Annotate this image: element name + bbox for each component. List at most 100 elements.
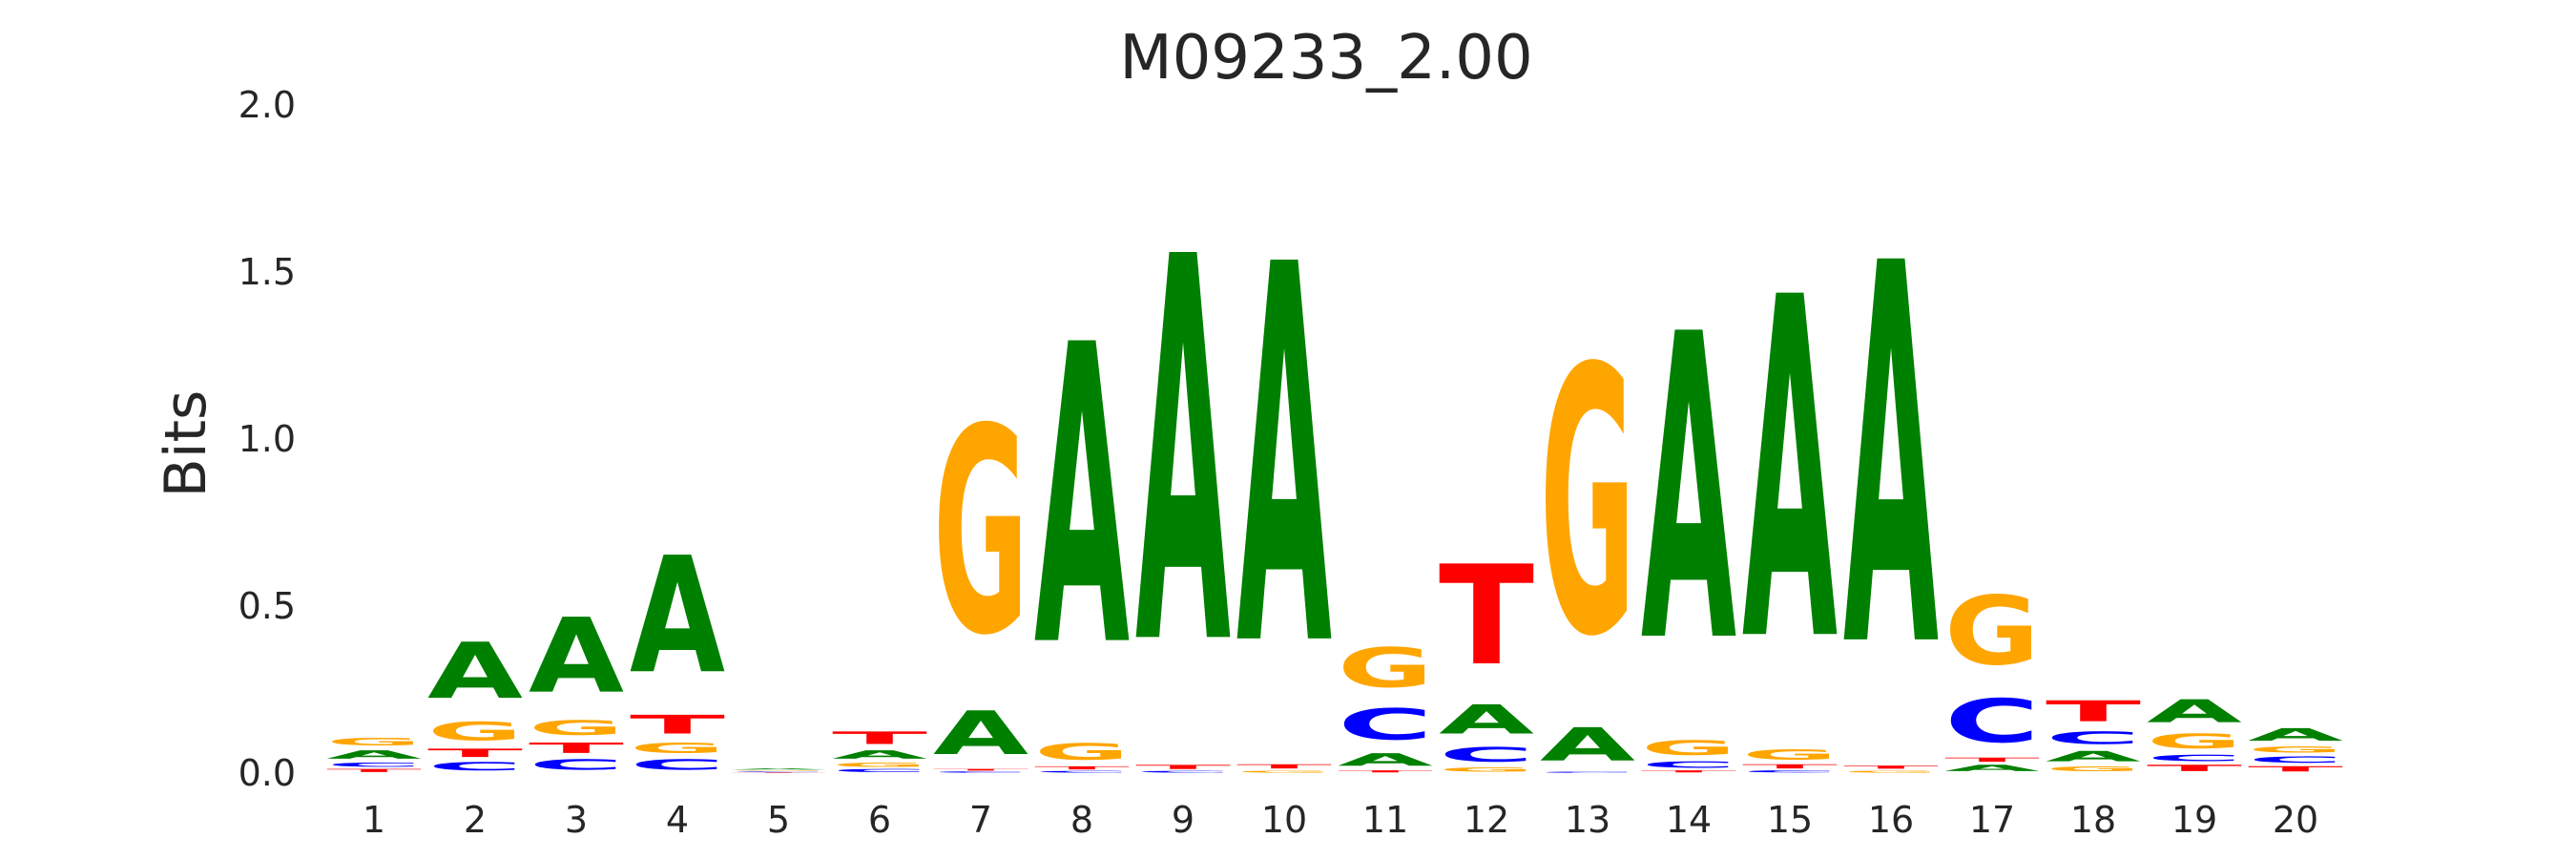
logo-letter-G: G	[1540, 292, 1635, 718]
logo-letter-G: G	[1439, 766, 1534, 773]
y-tick-label: 0.5	[239, 585, 296, 627]
x-tick-label: 16	[1868, 799, 1914, 841]
x-tick-label: 12	[1464, 799, 1509, 841]
logo-letter-C: C	[1742, 770, 1838, 773]
logo-letter-A: A	[1338, 749, 1433, 769]
x-tick-label: 17	[1969, 799, 2015, 841]
x-tick-label: 3	[565, 799, 588, 841]
logo-letter-G: G	[326, 737, 422, 748]
x-tick-label: 19	[2171, 799, 2217, 841]
logo-letter-G: G	[1641, 737, 1736, 760]
logo-letter-A: A	[1135, 147, 1232, 763]
logo-letter-G: G	[933, 369, 1028, 698]
logo-letter-G: G	[2248, 744, 2343, 754]
logo-letter-T: T	[1236, 764, 1332, 770]
logo-letter-A: A	[326, 748, 422, 762]
x-tick-label: 20	[2273, 799, 2318, 841]
logo-letter-T: T	[2046, 695, 2141, 728]
logo-letter-A: A	[1236, 157, 1333, 762]
logo-letter-G: G	[731, 770, 826, 771]
logo-letter-T: T	[326, 768, 422, 773]
logo-letter-T: T	[1135, 764, 1231, 770]
x-tick-label: 8	[1070, 799, 1093, 841]
x-tick-label: 2	[464, 799, 487, 841]
logo-letter-A: A	[1843, 155, 1940, 763]
logo-letter-T: T	[832, 728, 927, 748]
logo-letter-G: G	[427, 717, 523, 746]
x-axis-ticks: 1 2 3 4 5 6 7 8 9 10 11 12 13 14 15 16 17 18 19 20	[363, 799, 2318, 841]
logo-letter-G: G	[529, 717, 624, 740]
logo-letter-A: A	[1439, 697, 1534, 744]
x-tick-label: 4	[666, 799, 689, 841]
logo-letter-C: C	[427, 760, 523, 773]
x-tick-label: 11	[1362, 799, 1408, 841]
logo-letter-G: G	[2046, 765, 2141, 773]
y-tick-label: 1.5	[239, 251, 296, 293]
x-tick-label: 13	[1565, 799, 1610, 841]
y-tick-label: 1.0	[239, 418, 296, 460]
x-tick-label: 1	[363, 799, 385, 841]
logo-letter-A: A	[731, 768, 826, 770]
logo-letter-T: T	[1843, 765, 1939, 769]
logo-letter-T: T	[1034, 765, 1130, 770]
x-tick-label: 5	[767, 799, 790, 841]
y-tick-label: 0.0	[239, 752, 296, 794]
logo-letter-G: G	[630, 740, 725, 756]
logo-letter-C: C	[529, 757, 624, 773]
x-tick-label: 10	[1261, 799, 1307, 841]
logo-letter-C: C	[326, 762, 422, 768]
logo-letter-C: C	[2147, 753, 2242, 764]
logo-letter-A: A	[1742, 199, 1839, 745]
x-tick-label: 14	[1666, 799, 1712, 841]
logo-letter-G: G	[1742, 746, 1838, 763]
logo-letter-T: T	[1944, 757, 2040, 764]
logo-letter-T: T	[1338, 770, 1433, 773]
y-axis-label: Bits	[153, 390, 219, 498]
logo-letter-A: A	[630, 524, 725, 710]
logo-letter-G: G	[1944, 576, 2040, 686]
logo-letter-T: T	[731, 772, 826, 773]
logo-letter-C: C	[933, 771, 1028, 773]
logo-letter-T: T	[427, 746, 523, 760]
logo-letter-T: T	[529, 740, 624, 757]
logo-letter-C: C	[630, 757, 725, 773]
y-tick-label: 2.0	[239, 84, 296, 126]
logo-letter-A: A	[2248, 724, 2343, 744]
logo-letter-C: C	[1641, 760, 1736, 770]
x-tick-label: 6	[868, 799, 891, 841]
logo-letter-C: C	[2248, 755, 2343, 765]
logo-letter-C: C	[731, 771, 826, 772]
logo-letter-A: A	[1540, 719, 1635, 772]
logo-letter-C: C	[2046, 728, 2141, 748]
logo-letter-T: T	[1742, 764, 1838, 770]
logo-letter-G: G	[1843, 770, 1939, 773]
x-tick-label: 9	[1172, 799, 1195, 841]
logo-letter-C: C	[832, 768, 927, 773]
logo-letter-A: A	[933, 699, 1028, 768]
logo-letter-C: C	[1439, 744, 1534, 766]
logo-letter-C: C	[1135, 770, 1231, 773]
logo-letter-A: A	[529, 597, 624, 717]
x-tick-label: 15	[1767, 799, 1813, 841]
logo-letter-G: G	[2147, 730, 2242, 753]
logo-letter-C: C	[1540, 771, 1635, 773]
logo-letter-G: G	[1034, 739, 1130, 765]
logo-letter-A: A	[832, 748, 927, 762]
logo-letter-T: T	[933, 768, 1028, 771]
y-axis-ticks: 0.0 0.5 1.0 1.5 2.0	[239, 84, 296, 794]
logo-letter-T: T	[1439, 536, 1534, 696]
logo-letter-T: T	[2147, 764, 2242, 773]
logo-letter-G: G	[1338, 637, 1433, 700]
logo-letter-C: C	[1944, 687, 2040, 757]
logo-letter-T: T	[2248, 765, 2343, 773]
x-tick-label: 7	[969, 799, 992, 841]
logo-letter-G: G	[1236, 770, 1332, 773]
logo-letter-A: A	[1641, 247, 1737, 736]
logo-letter-A: A	[1034, 259, 1131, 737]
x-tick-label: 18	[2070, 799, 2116, 841]
logo-letter-C: C	[1338, 700, 1433, 749]
logo-letter-C: C	[1034, 770, 1130, 773]
logo-letter-T: T	[630, 710, 725, 740]
chart-title: M09233_2.00	[1119, 23, 1532, 94]
logo-letter-A: A	[2147, 694, 2242, 730]
